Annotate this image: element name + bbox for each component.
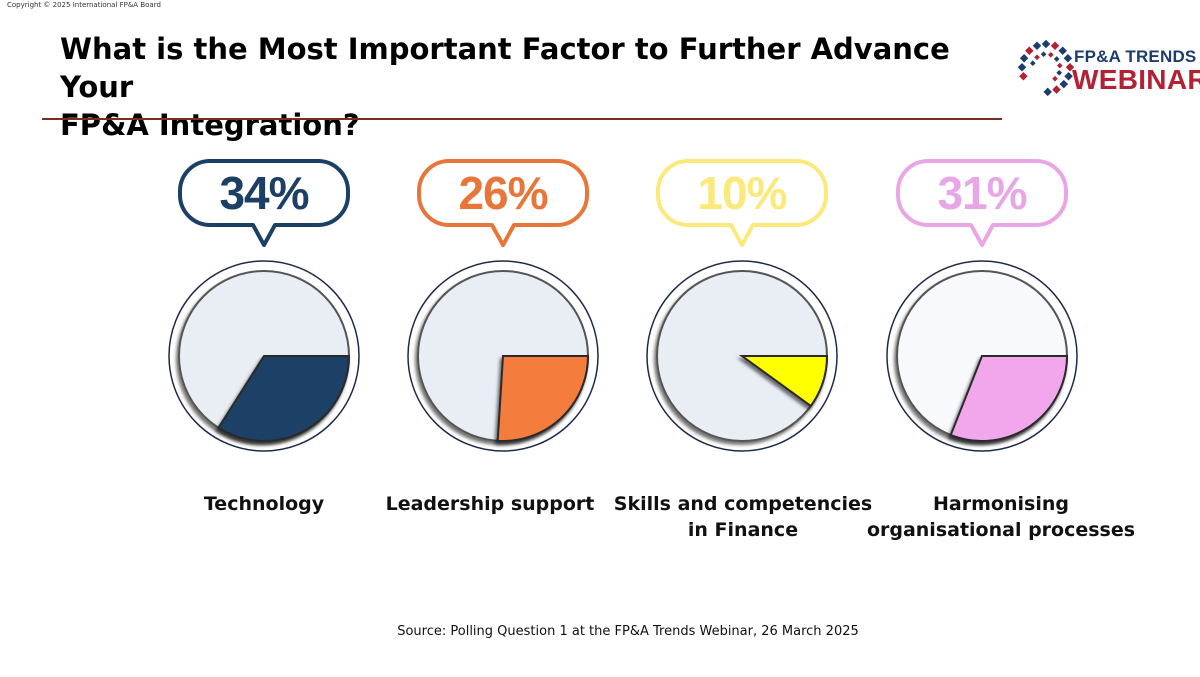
pie-slice-4 xyxy=(949,355,1069,442)
value-bubble-2 xyxy=(417,159,589,247)
category-label-line: organisational processes xyxy=(866,519,1136,541)
category-label-line: in Finance xyxy=(687,519,799,541)
source-note: Source: Polling Question 1 at the FP&A T… xyxy=(397,624,859,639)
value-bubble-1 xyxy=(178,159,350,247)
fpa-trends-logo: FP&A TRENDS WEBINAR xyxy=(1018,36,1200,100)
pie-slice-2 xyxy=(496,355,590,442)
logo-dot xyxy=(1019,53,1029,63)
logo-dot xyxy=(1058,46,1067,55)
pie-slice-1 xyxy=(217,355,351,442)
pie-group-3: 10% xyxy=(646,159,838,452)
category-label-4: Harmonising organisational processes xyxy=(861,491,1141,543)
value-bubble-4 xyxy=(896,159,1068,247)
value-bubble-3 xyxy=(656,159,828,247)
category-label-1: Technology xyxy=(124,491,404,517)
logo-dot xyxy=(1043,87,1052,97)
category-label-3: Skills and competencies in Finance xyxy=(603,491,883,543)
category-label-line: Leadership support xyxy=(385,493,595,515)
category-label-line: Harmonising xyxy=(933,493,1069,515)
title-line-2: FP&A Integration? xyxy=(60,108,360,142)
title-divider xyxy=(42,118,1002,120)
logo-bottom-text: WEBINAR xyxy=(1072,64,1200,95)
category-label-line: Skills and competencies xyxy=(613,493,873,515)
value-label-1: 34% xyxy=(219,167,308,219)
value-label-4: 31% xyxy=(937,167,1026,219)
logo-top-text: FP&A TRENDS xyxy=(1074,47,1197,66)
logo-dot xyxy=(1034,54,1040,61)
page-title: What is the Most Important Factor to Fur… xyxy=(60,30,1010,144)
category-label-2: Leadership support xyxy=(350,491,630,517)
logo-dot xyxy=(1059,79,1069,89)
title-line-1: What is the Most Important Factor to Fur… xyxy=(60,32,950,104)
logo-mark-icon xyxy=(1018,39,1074,97)
logo-dot xyxy=(1025,46,1034,55)
pie-group-4: 31% xyxy=(886,159,1078,452)
copyright-notice: Copyright © 2025 International FP&A Boar… xyxy=(7,1,161,9)
logo-dot xyxy=(1040,51,1047,58)
value-label-2: 26% xyxy=(458,167,547,219)
pie-group-1: 34% xyxy=(168,159,360,452)
pie-group-2: 26% xyxy=(407,159,599,452)
category-label-line: Technology xyxy=(203,493,325,515)
pie-slice-3 xyxy=(738,355,829,408)
logo-dot xyxy=(1052,75,1058,82)
value-label-3: 10% xyxy=(697,167,786,219)
